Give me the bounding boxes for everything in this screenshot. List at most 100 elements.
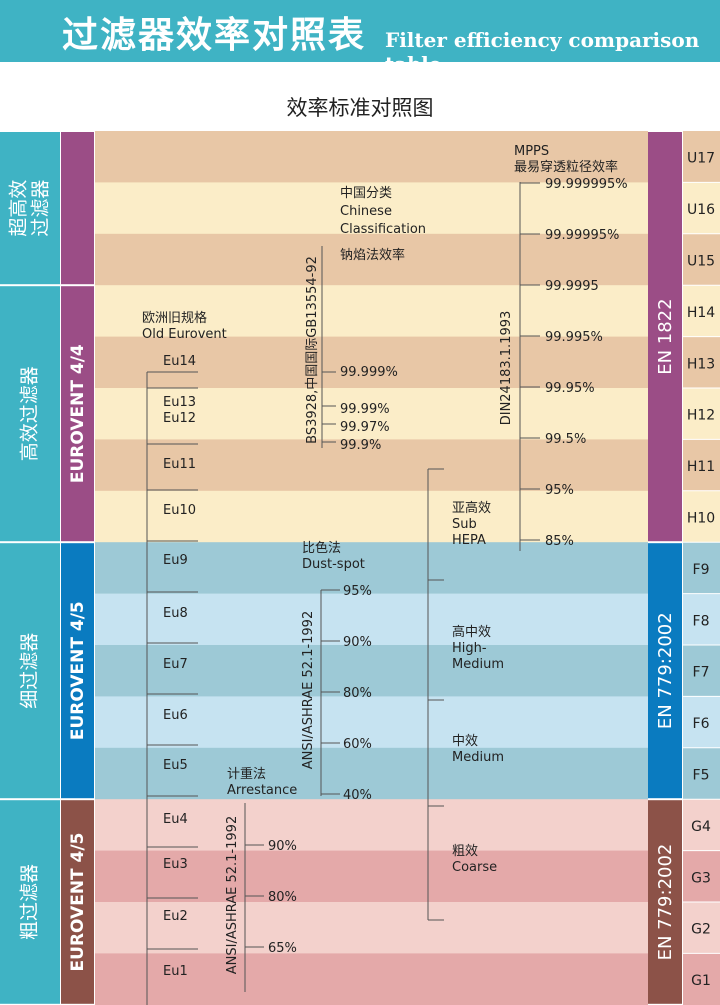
din-value: 95% (545, 483, 574, 498)
class-label-g3: G3 (691, 870, 711, 886)
category-label: 过滤器 (30, 180, 52, 237)
arrestance-value: 80% (268, 890, 297, 905)
dustspot-standard-label: ANSI/ASHRAE 52.1-1992 (301, 611, 316, 769)
class-label-f6: F6 (693, 716, 710, 732)
band-row-f5 (95, 747, 648, 800)
class-cell-g3 (683, 850, 720, 903)
en-standard-label: EN 779:2002 (655, 844, 676, 961)
class-label-u17: U17 (687, 151, 715, 167)
group-label: High- (452, 641, 487, 656)
eurovent-standard-block (61, 286, 94, 542)
category-block (0, 132, 60, 285)
class-cell-h11 (683, 439, 720, 492)
eurovent-class-eu10: Eu10 (163, 503, 196, 518)
band-row-f8 (95, 593, 648, 646)
class-cell-f7 (683, 645, 720, 697)
class-label-u16: U16 (687, 202, 715, 218)
class-cell-u16 (683, 182, 720, 235)
band-row-f7 (95, 645, 648, 697)
chinese-heading-zh: 中国分类 (340, 186, 392, 201)
dustspot-heading-en: Dust-spot (302, 557, 365, 572)
chinese-value: 99.97% (340, 420, 390, 435)
group-label: 高中效 (452, 624, 491, 640)
arrestance-value: 90% (268, 839, 297, 854)
eurovent-standard-block (61, 132, 94, 285)
class-cell-g2 (683, 902, 720, 954)
din-value: 99.9995 (545, 279, 599, 294)
eurovent-standard-label: EUROVENT 4/5 (68, 833, 88, 972)
dustspot-value: 90% (343, 635, 372, 650)
category-label: 超高效 (8, 180, 30, 237)
chinese-value: 99.999% (340, 365, 398, 380)
dustspot-value: 40% (343, 788, 372, 803)
group-label: 亚高效 (452, 500, 491, 516)
band-row-h10 (95, 490, 648, 543)
arrestance-standard-label: ANSI/ASHRAE 52.1-1992 (225, 816, 240, 974)
category-label: 高效过滤器 (19, 366, 41, 461)
band-row-g4 (95, 799, 648, 852)
en-standard-block (648, 800, 682, 1004)
eurovent-class-eu11: Eu11 (163, 457, 196, 472)
chinese-heading-en: Chinese (340, 204, 392, 219)
group-label: Medium (452, 657, 504, 672)
eurovent-class-eu5: Eu5 (163, 758, 188, 773)
eurovent-standard-label: EUROVENT 4/4 (68, 344, 88, 483)
chinese-heading-en2: Classification (340, 222, 426, 237)
en-standard-block (648, 543, 682, 799)
class-cell-f5 (683, 747, 720, 800)
class-cell-h10 (683, 490, 720, 543)
category-block (0, 543, 60, 799)
category-label: 粗过滤器 (19, 864, 41, 940)
category-label: 细过滤器 (19, 633, 41, 709)
class-cell-u17 (683, 131, 720, 183)
chinese-standard-label: BS3928,中国国际GB13554-92 (305, 256, 320, 444)
class-label-f5: F5 (693, 768, 710, 784)
class-cell-u15 (683, 233, 720, 286)
class-cell-f9 (683, 542, 720, 595)
group-label: Sub (452, 517, 477, 532)
band-row-g3 (95, 850, 648, 903)
band-row-u15 (95, 233, 648, 286)
class-label-h13: H13 (687, 356, 715, 372)
class-cell-h14 (683, 285, 720, 338)
class-cell-h13 (683, 336, 720, 389)
eurovent-heading-zh: 欧洲旧规格 (142, 310, 207, 326)
din-value: 85% (545, 534, 574, 549)
class-label-h10: H10 (687, 511, 715, 527)
class-cell-h12 (683, 388, 720, 440)
class-label-g1: G1 (691, 973, 711, 989)
group-label: Medium (452, 750, 504, 765)
band-row-f6 (95, 696, 648, 749)
en-standard-label: EN 779:2002 (655, 612, 676, 729)
din-value: 99.95% (545, 381, 595, 396)
dustspot-value: 80% (343, 686, 372, 701)
din-heading-mpps: MPPS (514, 144, 549, 159)
arrestance-heading-en: Arrestance (227, 783, 297, 798)
chinese-method-label: 钠焰法效率 (340, 247, 405, 263)
eurovent-standard-block (61, 543, 94, 799)
class-label-h11: H11 (687, 459, 715, 475)
eurovent-class-eu4: Eu4 (163, 812, 188, 827)
din-heading-zh: 最易穿透粒径效率 (514, 159, 618, 175)
group-label: HEPA (452, 533, 486, 548)
class-label-h12: H12 (687, 408, 715, 424)
class-label-f7: F7 (693, 665, 710, 681)
band-row-h14 (95, 285, 648, 338)
class-label-u15: U15 (687, 254, 715, 270)
din-value: 99.999995% (545, 177, 628, 192)
class-cell-g1 (683, 953, 720, 1005)
eurovent-class-eu12: Eu12 (163, 411, 196, 426)
en-standard-label: EN 1822 (655, 298, 676, 374)
class-cell-f8 (683, 593, 720, 646)
dustspot-value: 95% (343, 584, 372, 599)
class-cell-f6 (683, 696, 720, 749)
group-label: Coarse (452, 860, 497, 875)
din-value: 99.5% (545, 432, 586, 447)
dustspot-heading-zh: 比色法 (302, 540, 341, 556)
din-value: 99.99995% (545, 228, 619, 243)
chinese-value: 99.99% (340, 402, 390, 417)
band-row-f9 (95, 542, 648, 595)
group-label: 中效 (452, 734, 478, 749)
eurovent-class-eu6: Eu6 (163, 708, 188, 723)
